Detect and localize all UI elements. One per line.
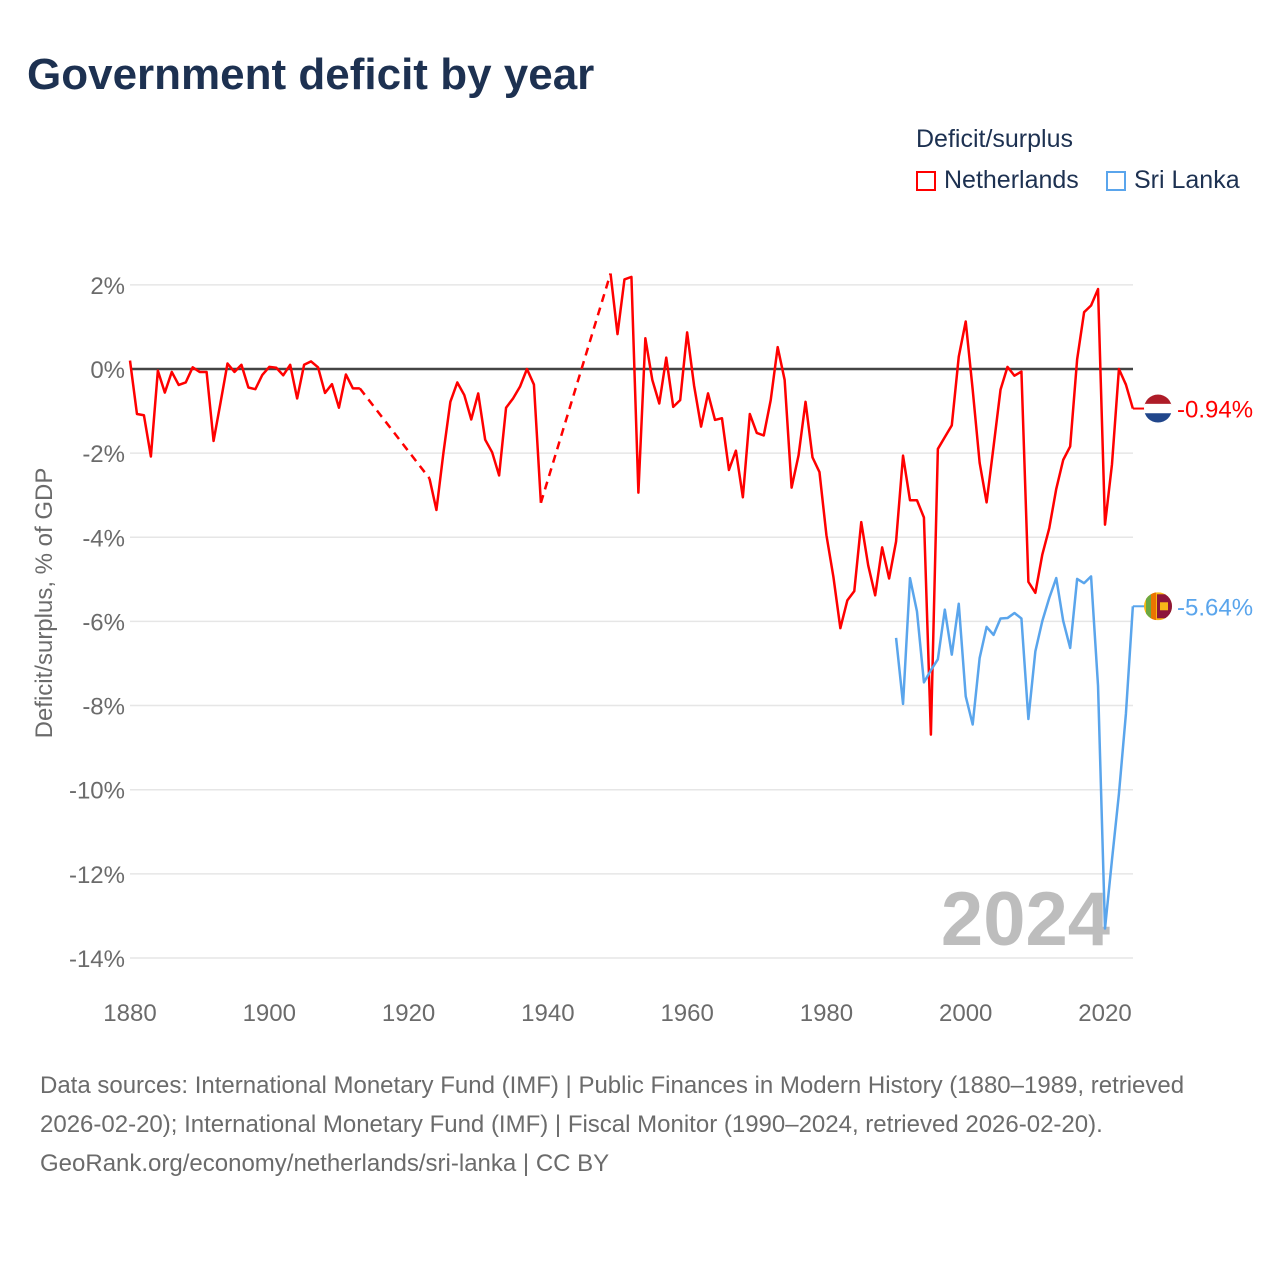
x-tick-label: 2020 bbox=[1078, 1000, 1131, 1027]
end-value-label: -0.94% bbox=[1177, 397, 1253, 424]
legend-title: Deficit/surplus bbox=[916, 125, 1073, 153]
series-line-sri-lanka[interactable] bbox=[894, 575, 1135, 930]
gap-connector bbox=[358, 387, 431, 480]
y-axis-label: Deficit/surplus, % of GDP bbox=[31, 468, 58, 739]
series-line-netherlands[interactable] bbox=[428, 367, 543, 512]
legend-label: Netherlands bbox=[944, 166, 1079, 194]
legend-item-netherlands[interactable]: Netherlands bbox=[916, 166, 1079, 195]
year-watermark: 2024 bbox=[941, 877, 1110, 962]
gap-connector bbox=[539, 273, 612, 504]
netherlands-flag-icon bbox=[1144, 394, 1172, 423]
y-tick-label: 2% bbox=[90, 273, 125, 300]
page-title: Government deficit by year bbox=[27, 50, 595, 99]
y-tick-label: -6% bbox=[82, 609, 125, 636]
series-line-netherlands[interactable] bbox=[128, 360, 360, 458]
x-tick-label: 1900 bbox=[243, 1000, 296, 1027]
x-tick-label: 1960 bbox=[660, 1000, 713, 1027]
y-tick-label: -2% bbox=[82, 441, 125, 468]
y-tick-label: -14% bbox=[69, 946, 125, 973]
y-tick-label: -4% bbox=[82, 525, 125, 552]
footer: Data sources: International Monetary Fun… bbox=[40, 1066, 1240, 1183]
legend-swatch bbox=[1106, 170, 1126, 191]
x-tick-label: 1940 bbox=[521, 1000, 574, 1027]
legend-item-sri-lanka[interactable]: Sri Lanka bbox=[1106, 166, 1240, 195]
x-tick-label: 1920 bbox=[382, 1000, 435, 1027]
end-value-label: -5.64% bbox=[1177, 594, 1253, 621]
x-tick-label: 2000 bbox=[939, 1000, 992, 1027]
x-tick-label: 1880 bbox=[103, 1000, 156, 1027]
sri-lanka-flag-icon bbox=[1144, 592, 1172, 621]
series-line-netherlands[interactable] bbox=[609, 273, 1135, 736]
y-tick-label: -8% bbox=[82, 694, 125, 721]
y-tick-label: -12% bbox=[69, 862, 125, 889]
credit-link[interactable]: GeoRank.org/economy/netherlands/sri-lank… bbox=[40, 1150, 610, 1177]
legend-swatch bbox=[916, 170, 936, 191]
data-sources: Data sources: International Monetary Fun… bbox=[40, 1072, 1185, 1138]
y-tick-label: -10% bbox=[69, 778, 125, 805]
y-tick-label: 0% bbox=[90, 357, 125, 384]
legend-label: Sri Lanka bbox=[1134, 166, 1240, 194]
x-tick-label: 1980 bbox=[800, 1000, 853, 1027]
